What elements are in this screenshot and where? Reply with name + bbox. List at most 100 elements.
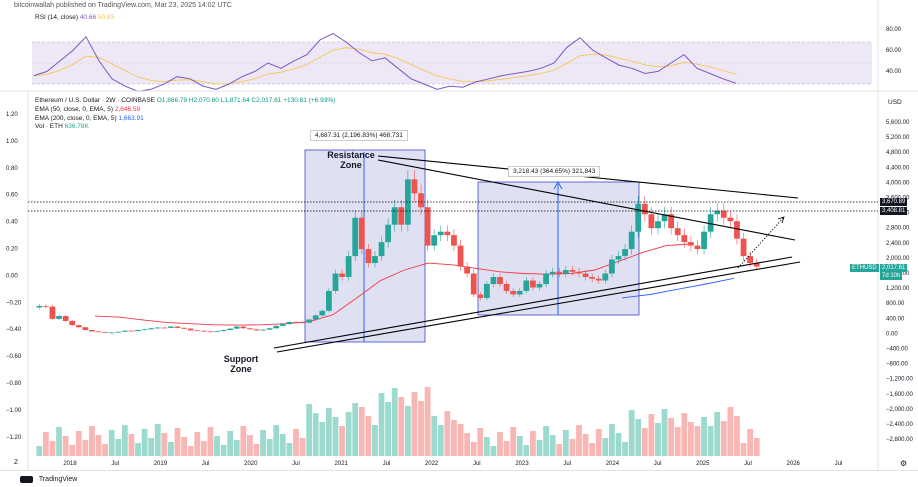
volume-bar — [339, 426, 345, 456]
volume-bar — [622, 442, 628, 456]
candle — [69, 320, 76, 326]
volume-bar — [688, 422, 694, 456]
left-axis-label: −1.20 — [6, 435, 22, 441]
support-trendline-upper[interactable] — [273, 256, 793, 349]
candle — [247, 328, 253, 330]
x-axis-label: 2019 — [154, 461, 168, 467]
volume-bar — [214, 436, 220, 456]
candle — [523, 280, 530, 291]
candle — [49, 306, 56, 319]
candle — [510, 290, 517, 295]
legend-vol-row: Vol · ETH 636.78K — [35, 123, 335, 132]
rsi-axis-label: 80.00 — [886, 27, 902, 33]
volume-bar — [194, 432, 201, 456]
candle — [365, 249, 372, 264]
candle — [62, 316, 69, 321]
right-axis-label: −2,400.00 — [886, 422, 914, 428]
candle — [648, 214, 655, 229]
currency-label[interactable]: USD — [888, 99, 902, 106]
candle — [483, 283, 490, 298]
volume-bar — [247, 435, 253, 456]
scale-mark: Z — [14, 459, 18, 466]
volume-bar — [477, 428, 484, 456]
volume-bar — [69, 445, 76, 456]
volume-bar — [365, 416, 372, 456]
candle — [135, 330, 141, 332]
volume-bar — [385, 402, 392, 456]
x-axis-label: 2022 — [425, 461, 439, 467]
candle — [214, 331, 220, 332]
volume-bar — [36, 446, 43, 456]
x-axis-label: 2026 — [787, 461, 801, 467]
candle — [161, 327, 168, 329]
volume-bar — [543, 426, 549, 456]
volume-bar — [536, 440, 543, 456]
volume-bar — [135, 443, 141, 456]
candle — [688, 242, 694, 246]
candle — [497, 277, 503, 284]
volume-bar — [358, 407, 365, 456]
volume-bar — [490, 446, 497, 456]
resistance-trendline-lower[interactable] — [377, 159, 796, 241]
projection-path — [737, 216, 785, 269]
volume-bar — [121, 425, 128, 456]
candle — [707, 214, 714, 232]
candle — [168, 326, 174, 328]
resistance-zone-text: Resistance Zone — [327, 150, 375, 170]
candle — [470, 273, 477, 295]
support-trendline-lower[interactable] — [276, 261, 801, 353]
volume-bar — [174, 428, 181, 456]
left-axis-label: 0.00 — [6, 273, 18, 279]
volume-bar — [62, 436, 69, 456]
candle — [299, 322, 306, 324]
candle — [128, 330, 135, 332]
rsi-legend[interactable]: RSI (14, close) 40.66 50.83 — [35, 14, 114, 21]
right-axis-label: −2,800.00 — [886, 437, 914, 443]
publish-bar: bitcoinwallah published on TradingView.c… — [0, 0, 918, 11]
price-tag-3670: 3,670.89 — [880, 198, 908, 206]
candle — [141, 329, 148, 331]
candle — [36, 305, 43, 308]
volume-bar — [102, 444, 108, 456]
candle — [516, 290, 523, 295]
volume-bar — [253, 444, 260, 456]
measure-callout-2[interactable]: 3,218.43 (364.65%) 321,843 — [508, 166, 601, 177]
candle — [641, 203, 648, 215]
resistance-trendline-upper[interactable] — [377, 155, 799, 199]
candle — [279, 324, 286, 326]
candle — [477, 294, 484, 298]
volume-bar — [293, 429, 299, 456]
volume-bar — [345, 412, 352, 456]
volume-bar — [148, 438, 155, 456]
measure-callout-1[interactable]: 4,687.31 (2,196.83%) 468,731 — [310, 130, 408, 141]
x-axis-label: 2024 — [606, 461, 620, 467]
candle — [95, 331, 102, 333]
volume-bar — [168, 442, 174, 456]
candle — [115, 331, 122, 333]
right-axis-label: 0.00 — [886, 331, 898, 337]
candle — [227, 328, 234, 331]
main-legend[interactable]: Ethereum / U.S. Dollar · 2W · COINBASE O… — [35, 97, 335, 132]
volume-bar — [582, 434, 589, 456]
rsi-pane: 80.00 60.00 40.00 — [32, 27, 902, 92]
candle — [615, 256, 622, 260]
volume-bar — [404, 406, 411, 456]
volume-bar — [260, 430, 266, 456]
candle — [602, 273, 609, 281]
candle — [404, 179, 411, 225]
settings-gear-icon[interactable]: ⚙ — [900, 459, 908, 468]
x-axis-label: Jul — [563, 461, 571, 467]
x-axis-label: Jul — [383, 461, 391, 467]
support-zone-label: Support Zone — [214, 354, 268, 374]
volume-bar — [437, 425, 444, 456]
volume-bar — [707, 426, 714, 456]
volume-bar — [595, 429, 602, 456]
volume-bar — [451, 420, 457, 456]
volume-bar — [753, 438, 760, 456]
volume-bar — [464, 433, 470, 456]
candle — [661, 214, 668, 222]
right-axis-label: 4,400.00 — [886, 165, 910, 171]
candle — [312, 315, 319, 320]
volume-bar — [655, 423, 661, 456]
